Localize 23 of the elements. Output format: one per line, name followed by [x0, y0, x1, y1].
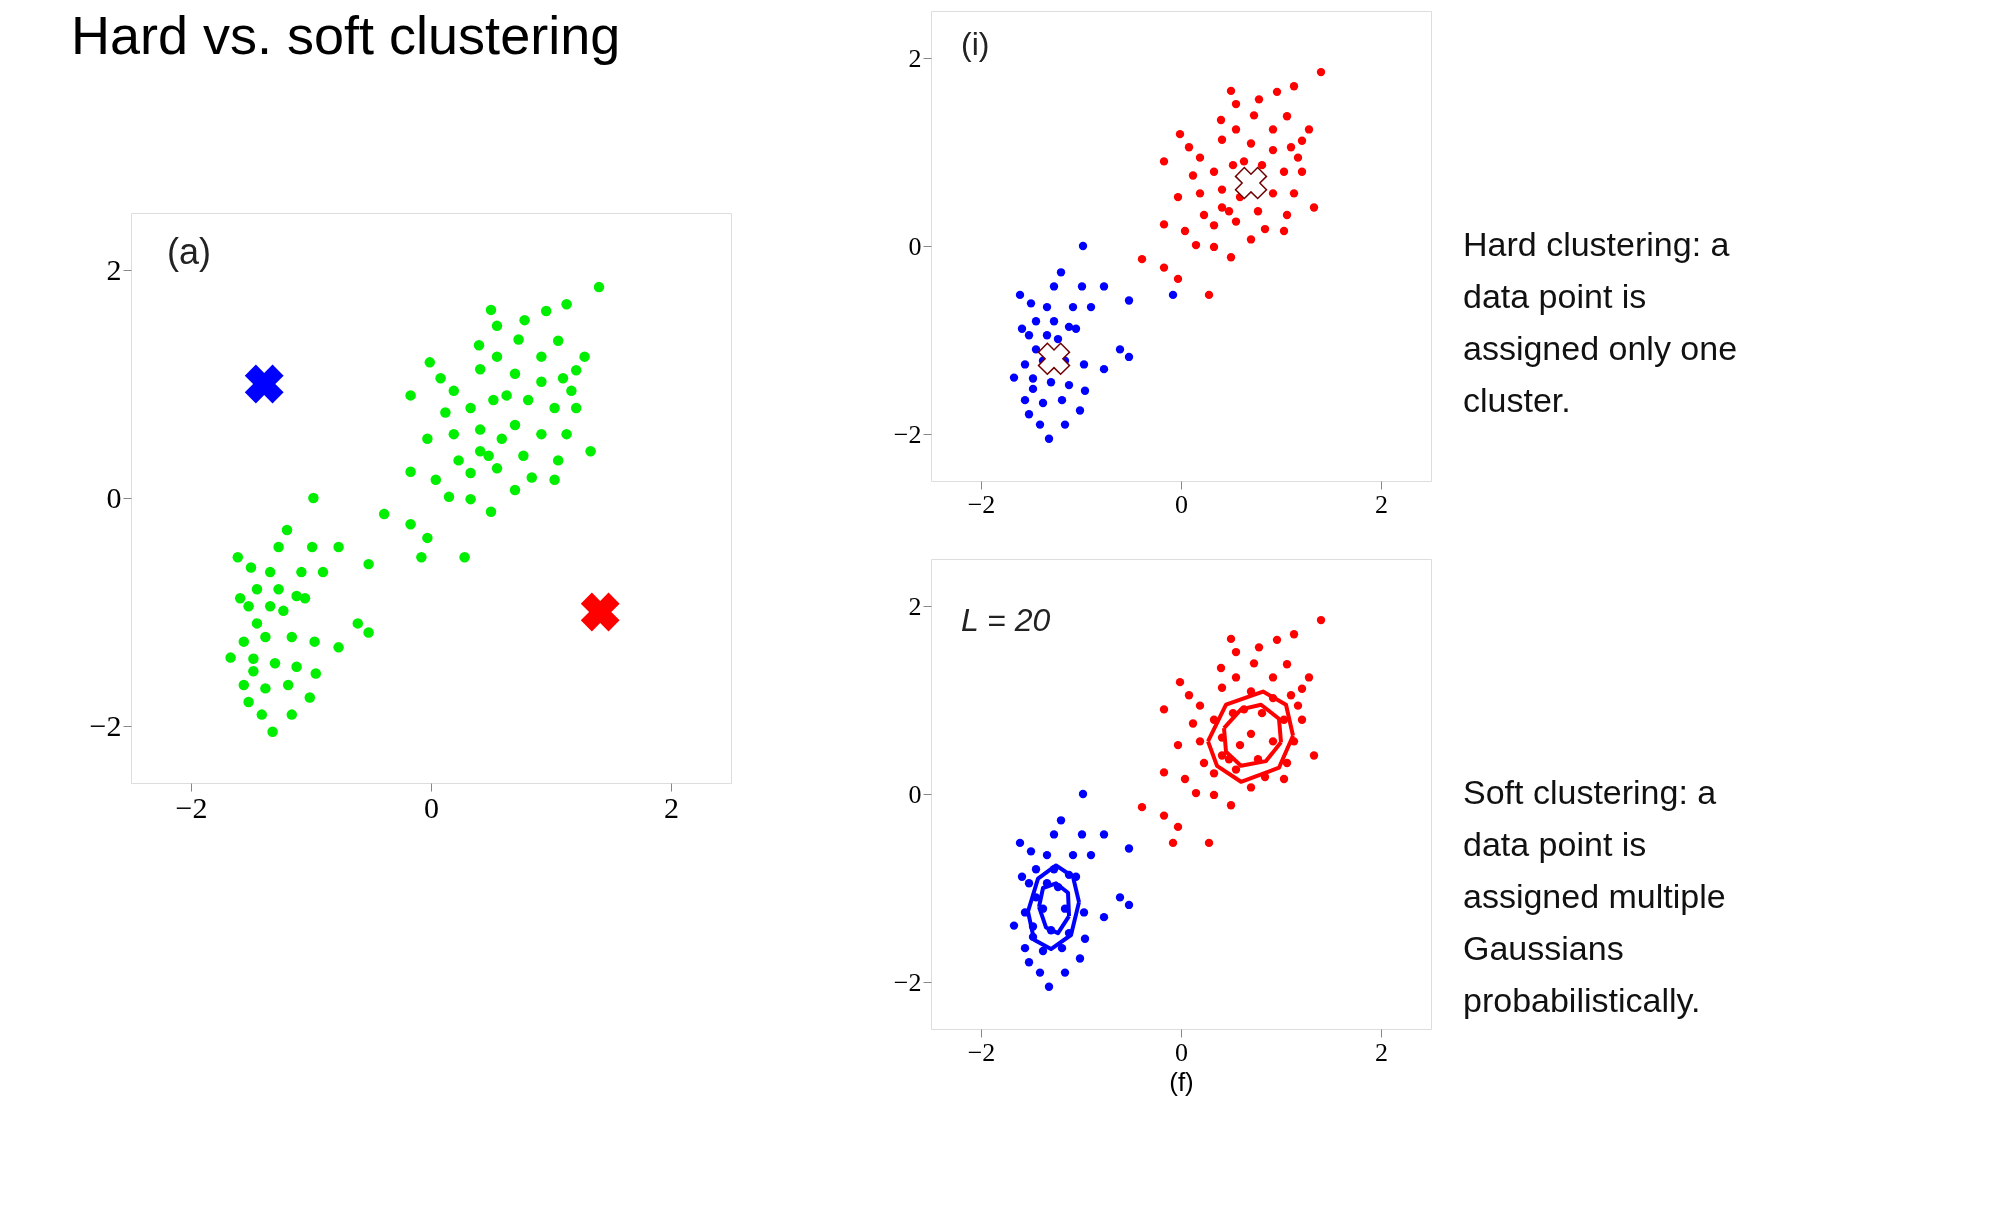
y-tick-label: 2: [908, 591, 922, 621]
y-tick-label: −2: [89, 708, 122, 742]
annotation: (a): [167, 230, 211, 272]
x-axis-title: (f): [1169, 1066, 1194, 1097]
y-tick-label: −2: [893, 419, 922, 449]
x-tick-label: 2: [664, 790, 679, 824]
x-tick-label: −2: [967, 1037, 996, 1067]
text: Soft clustering: a data point is assigned multiple Gaussians probabilistically.: [1463, 773, 1726, 1019]
text: Hard clustering: a data point is assigned only one cluster.: [1463, 225, 1738, 419]
annotation: L = 20: [961, 602, 1051, 638]
x-tick-label: −2: [967, 489, 996, 519]
y-tick-label: −2: [893, 967, 922, 997]
x-tick-label: 0: [1175, 1037, 1188, 1067]
y-tick-label: 2: [106, 252, 122, 286]
y-tick-label: 0: [908, 231, 922, 261]
x-tick-label: −2: [175, 790, 208, 824]
x-tick-label: 2: [1375, 489, 1388, 519]
x-tick-label: 2: [1375, 1037, 1388, 1067]
chart-title: Hard vs. soft clustering: [71, 5, 621, 65]
annotation: (i): [961, 25, 990, 62]
x-tick-label: 0: [424, 790, 439, 824]
y-tick-label: 2: [908, 43, 922, 73]
x-tick-label: 0: [1175, 489, 1188, 519]
